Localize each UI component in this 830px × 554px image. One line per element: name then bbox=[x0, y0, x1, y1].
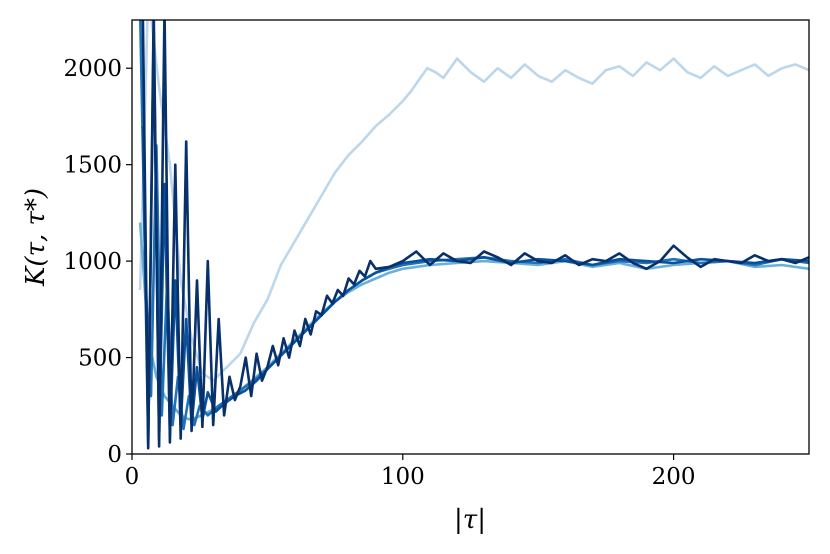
plot-frame bbox=[131, 19, 810, 455]
y-tick-label: 500 bbox=[78, 346, 122, 372]
series-layer bbox=[138, 20, 809, 450]
series-line-5 bbox=[141, 20, 809, 450]
y-tick-label: 1500 bbox=[63, 153, 122, 179]
x-tick-label: 200 bbox=[652, 464, 696, 490]
x-tick-label: 100 bbox=[381, 464, 425, 490]
y-tick-label: 0 bbox=[107, 442, 122, 468]
series-line-1 bbox=[138, 20, 809, 383]
y-tick-label: 2000 bbox=[63, 56, 122, 82]
series-line-4 bbox=[141, 28, 809, 446]
y-axis-label: K(τ, τ*) bbox=[21, 188, 51, 287]
x-axis-label: |τ| bbox=[454, 505, 486, 535]
y-tick-label: 1000 bbox=[63, 249, 122, 275]
series-line-3 bbox=[138, 20, 809, 431]
x-tick-label: 0 bbox=[125, 464, 140, 490]
